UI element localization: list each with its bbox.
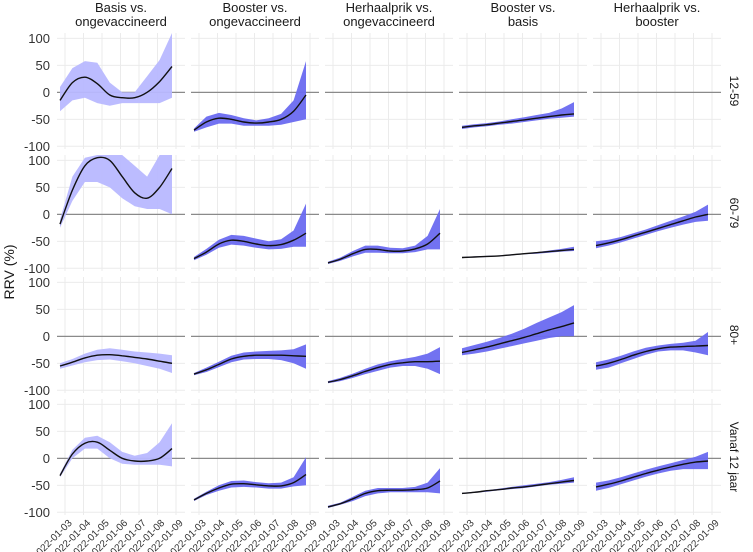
confidence-band xyxy=(194,61,306,132)
y-tick-label: 100 xyxy=(28,31,50,46)
panel-r2-c3 xyxy=(459,277,587,393)
confidence-band xyxy=(194,203,306,261)
y-tick-label: -100 xyxy=(24,505,50,520)
estimate-line xyxy=(59,440,173,476)
estimate-line xyxy=(59,156,173,225)
panel-r0-c1 xyxy=(191,33,319,149)
y-tick-label: -50 xyxy=(31,234,50,249)
y-tick-label: 100 xyxy=(28,397,50,412)
row-label: Vanaf 12 jaar xyxy=(727,422,741,493)
panel-r3-c1 xyxy=(191,399,319,515)
y-tick-label: 100 xyxy=(28,153,50,168)
panel-r3-c3 xyxy=(459,399,587,515)
column-title: Herhaalprik vs. booster xyxy=(614,0,701,29)
estimate-line xyxy=(595,213,709,247)
panel-r2-c1 xyxy=(191,277,319,393)
column-title: Herhaalprik vs. ongevaccineerd xyxy=(343,0,435,29)
panel-r1-c3 xyxy=(459,155,587,271)
estimate-line xyxy=(327,232,441,264)
confidence-band xyxy=(462,305,574,356)
row-label: 12-59 xyxy=(727,76,741,107)
y-tick-label: -50 xyxy=(31,112,50,127)
estimate-line xyxy=(193,354,307,375)
panel-r1-c1 xyxy=(191,155,319,271)
panel-r0-c2 xyxy=(325,33,453,149)
row-label: 60-79 xyxy=(727,198,741,229)
panel-r0-c4 xyxy=(593,33,721,149)
panel-r2-c4 xyxy=(593,277,721,393)
panel-r3-c2 xyxy=(325,399,453,515)
y-tick-labels: -100-50050100-100-50050100-100-50050100-… xyxy=(24,31,50,520)
y-tick-label: 100 xyxy=(28,275,50,290)
panel-r3-c0 xyxy=(57,399,185,515)
estimate-line xyxy=(327,480,441,508)
confidence-band xyxy=(60,33,172,112)
estimate-line xyxy=(193,473,307,501)
y-tick-label: 0 xyxy=(43,207,50,222)
panel-r1-c2 xyxy=(325,155,453,271)
panel-r2-c0 xyxy=(57,277,185,393)
y-tick-label: 50 xyxy=(36,424,50,439)
panel-r0-c3 xyxy=(459,33,587,149)
confidence-band xyxy=(60,423,172,478)
y-tick-label: 0 xyxy=(43,451,50,466)
estimate-line xyxy=(595,344,709,367)
estimate-line xyxy=(461,479,575,495)
confidence-band xyxy=(596,204,708,249)
estimate-line xyxy=(595,460,709,488)
y-tick-label: 50 xyxy=(36,58,50,73)
column-title: Booster vs. basis xyxy=(490,0,555,29)
y-tick-label: -100 xyxy=(24,383,50,398)
confidence-band xyxy=(596,332,708,370)
column-titles: Basis vs. ongevaccineerd Booster vs. ongeva… xyxy=(75,0,700,29)
estimate-line xyxy=(193,232,307,260)
y-tick-label: -100 xyxy=(24,261,50,276)
y-tick-label: 50 xyxy=(36,180,50,195)
panel-r1-c0 xyxy=(57,155,185,271)
column-title: Booster vs. ongevaccineerd xyxy=(209,0,301,29)
confidence-band xyxy=(194,344,306,376)
row-labels: 12-59 60-79 80+ Vanaf 12 jaar xyxy=(727,76,741,493)
estimate-line xyxy=(327,360,441,383)
y-tick-label: -50 xyxy=(31,356,50,371)
panels xyxy=(57,33,721,515)
estimate-line xyxy=(193,94,307,131)
estimate-line xyxy=(59,66,173,101)
y-tick-label: -50 xyxy=(31,478,50,493)
y-tick-label: -100 xyxy=(24,139,50,154)
y-tick-label: 0 xyxy=(43,329,50,344)
estimate-line xyxy=(461,322,575,354)
confidence-band xyxy=(60,348,172,373)
panel-r2-c2 xyxy=(325,277,453,393)
confidence-band xyxy=(60,155,172,228)
y-tick-label: 0 xyxy=(43,85,50,100)
y-tick-label: 50 xyxy=(36,302,50,317)
panel-r1-c4 xyxy=(593,155,721,271)
panel-r3-c4 xyxy=(593,399,721,515)
y-axis-label: RRV (%) xyxy=(1,245,17,300)
estimate-line xyxy=(59,353,173,367)
column-title: Basis vs. ongevaccineerd xyxy=(75,0,167,29)
estimate-line xyxy=(461,248,575,259)
estimate-line xyxy=(461,113,575,129)
x-tick-labels: 2022-01-032022-01-042022-01-052022-01-06… xyxy=(31,518,722,552)
row-label: 80+ xyxy=(727,325,741,345)
panel-r0-c0 xyxy=(57,33,185,149)
